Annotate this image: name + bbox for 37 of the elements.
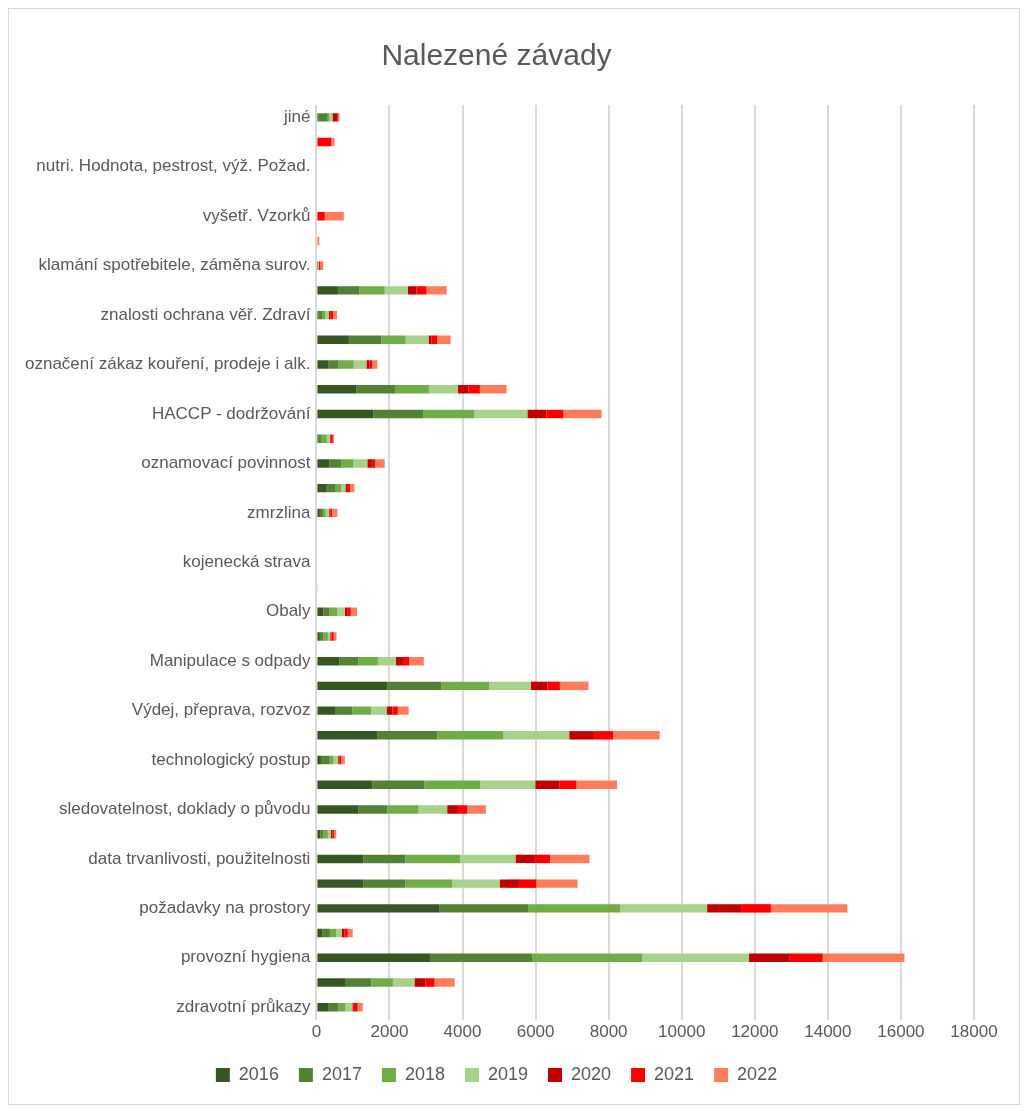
y-tick-label: oznamovací povinnost [141, 453, 311, 473]
x-tick-label: 4000 [443, 1022, 482, 1042]
legend-label: 2019 [487, 1063, 529, 1084]
x-tick-label: 18000 [950, 1022, 998, 1042]
y-tick-label: klamání spotřebitele, záměna surov. [38, 255, 311, 275]
x-tick-label: 8000 [589, 1022, 628, 1042]
y-tick-label: data trvanlivosti, použitelnosti [88, 848, 311, 868]
legend-label: 2021 [654, 1063, 695, 1084]
x-tick-label: 14000 [804, 1022, 852, 1042]
y-tick-label: kojenecká strava [182, 551, 311, 571]
x-tick-label: 6000 [516, 1022, 555, 1042]
legend-label: 2018 [404, 1063, 445, 1084]
y-tick-label: Manipulace s odpady [149, 650, 311, 670]
y-tick-label: zmrzlina [247, 502, 311, 522]
y-tick-label: Obaly [265, 601, 311, 621]
x-tick-label: 10000 [658, 1022, 706, 1042]
x-tick-label: 16000 [877, 1022, 925, 1042]
y-tick-label: technologický postup [151, 749, 311, 769]
y-tick-label: znalosti ochrana věř. Zdraví [100, 304, 311, 324]
y-tick-label: požadavky na prostory [139, 898, 311, 918]
x-tick-label: 2000 [370, 1022, 409, 1042]
y-tick-label: zdravotní průkazy [176, 996, 311, 1016]
legend-label: 2020 [571, 1063, 612, 1084]
chart-title: Nalezené závady [381, 38, 612, 72]
y-tick-label: Výdej, přeprava, rozvoz [131, 700, 311, 720]
legend-label: 2022 [737, 1063, 778, 1084]
x-tick-label: 12000 [731, 1022, 779, 1042]
y-tick-label: sledovatelnost, doklady o původu [58, 799, 311, 819]
x-tick-label: 0 [311, 1022, 322, 1042]
legend-label: 2016 [238, 1063, 279, 1084]
y-tick-label: jiné [282, 107, 311, 127]
y-tick-label: vyšetř. Vzorků [202, 205, 311, 225]
y-tick-label: HACCP - dodržování [151, 403, 311, 423]
y-tick-label: označení zákaz kouření, prodeje i alk. [25, 354, 311, 374]
y-tick-label: nutri. Hodnota, pestrost, výž. Požad. [36, 156, 311, 176]
legend-label: 2017 [321, 1063, 362, 1084]
y-tick-label: provozní hygiena [180, 947, 311, 967]
